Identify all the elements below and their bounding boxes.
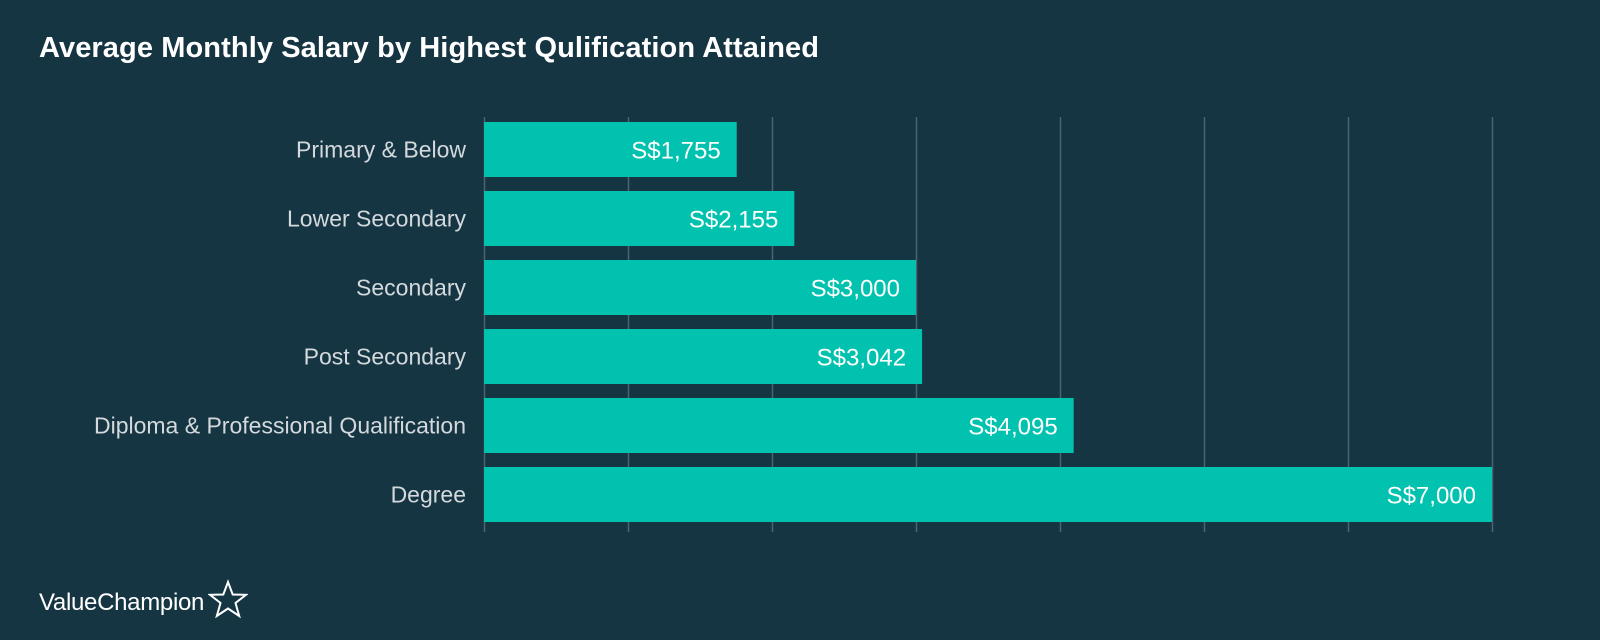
- data-label: S$7,000: [1387, 483, 1476, 510]
- bar: [484, 260, 916, 315]
- category-label: Diploma & Professional Qualification: [94, 413, 466, 439]
- category-label: Lower Secondary: [287, 206, 466, 232]
- data-label: S$3,000: [811, 276, 900, 303]
- bar: [484, 191, 795, 246]
- category-label: Primary & Below: [296, 137, 466, 163]
- bar: [484, 329, 923, 384]
- data-label: S$3,042: [817, 345, 906, 372]
- category-label: Secondary: [356, 275, 466, 301]
- category-label: Post Secondary: [304, 344, 467, 370]
- bar: [484, 398, 1074, 453]
- bar: [484, 467, 1492, 522]
- chart-title: Average Monthly Salary by Highest Qulifi…: [39, 32, 820, 64]
- star-outline-icon: [208, 579, 249, 619]
- logo-text: ValueChampion: [39, 589, 205, 616]
- data-label: S$4,095: [968, 414, 1057, 441]
- category-label: Degree: [391, 482, 466, 508]
- bar: [484, 122, 737, 177]
- data-label: S$2,155: [689, 207, 778, 234]
- valuechampion-logo: ValueChampion: [39, 579, 249, 620]
- data-label: S$1,755: [631, 138, 720, 165]
